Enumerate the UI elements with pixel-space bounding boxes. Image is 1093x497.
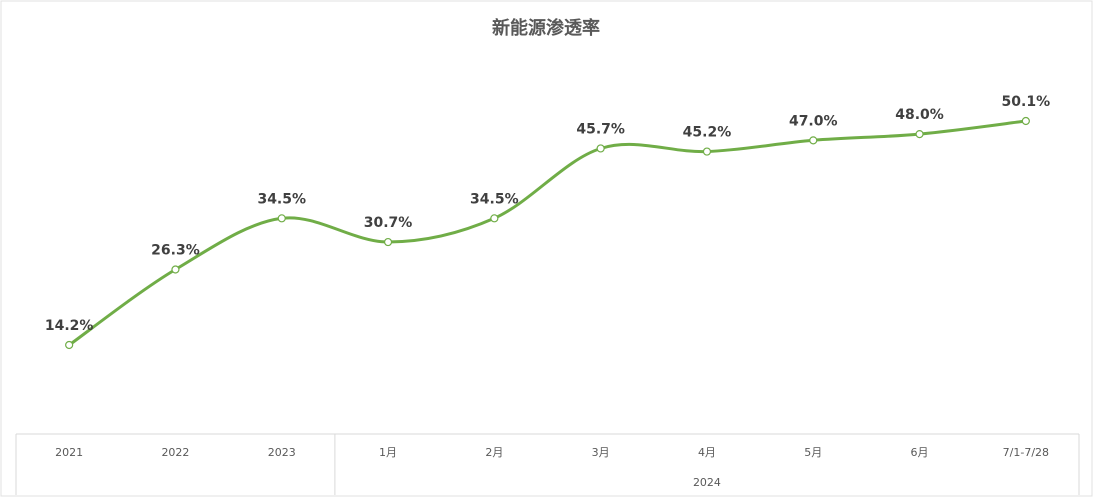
category-label: 2月	[485, 446, 503, 459]
data-label: 45.2%	[683, 125, 732, 141]
data-point	[809, 136, 818, 145]
category-label: 2023	[268, 446, 296, 459]
data-point	[1021, 116, 1030, 126]
chart-title: 新能源渗透率	[492, 17, 600, 39]
data-label: 50.1%	[1002, 94, 1051, 110]
data-label: 14.2%	[45, 318, 94, 334]
category-label: 4月	[698, 446, 716, 459]
category-label: 6月	[911, 446, 929, 459]
data-point	[490, 214, 499, 223]
category-label: 2022	[161, 446, 189, 459]
category-label: 1月	[379, 446, 397, 459]
data-label: 47.0%	[789, 113, 838, 129]
data-label: 26.3%	[151, 243, 200, 259]
series-line	[67, 119, 1028, 347]
category-label: 2021	[55, 446, 83, 459]
category-label: 3月	[592, 446, 610, 459]
data-label: 30.7%	[364, 215, 413, 231]
data-label: 48.0%	[895, 107, 944, 123]
data-point	[277, 214, 286, 223]
data-label: 45.7%	[576, 121, 625, 137]
data-point	[171, 265, 180, 274]
data-point	[702, 147, 712, 156]
group-label-2024: 2024	[693, 476, 721, 489]
data-label: 34.5%	[257, 191, 306, 207]
data-label: 34.5%	[470, 191, 519, 207]
data-point	[65, 340, 74, 350]
plot-area: 14.2% 26.3% 34.5% 30.7% 34.5% 45.7% 45.2% 47.0%…	[45, 94, 1051, 350]
category-label: 7/1-7/28	[1003, 446, 1049, 459]
data-point	[596, 144, 605, 153]
data-point	[383, 237, 393, 247]
category-label: 5月	[804, 446, 822, 459]
data-point	[915, 130, 924, 139]
category-axis: 2024 2021 2022 2023 1月 2月 3月 4月 5月 6月 7/1-7/28	[15, 433, 1080, 495]
